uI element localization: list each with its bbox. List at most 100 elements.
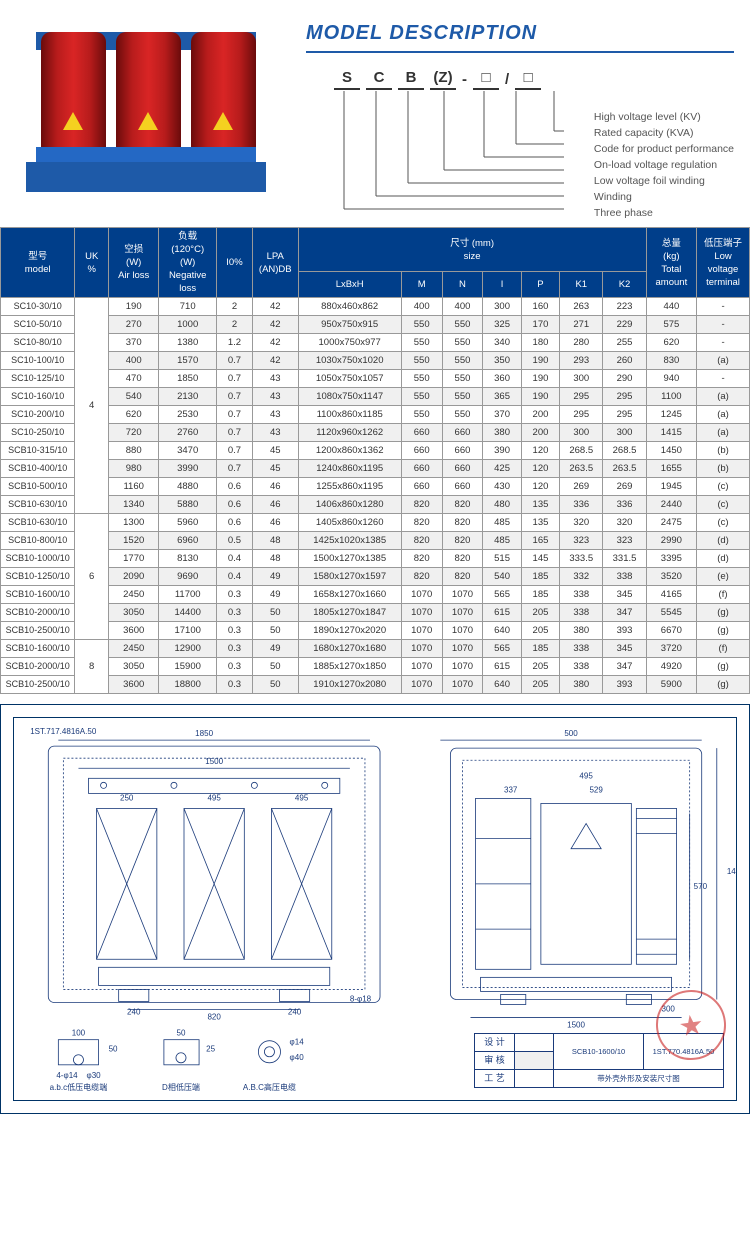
cell: (f) (697, 586, 750, 604)
cell: 2450 (109, 640, 159, 658)
cell: 1885x1270x1850 (298, 658, 401, 676)
cell: 338 (603, 568, 646, 586)
cell: 333.5 (560, 550, 603, 568)
cell: 720 (109, 424, 159, 442)
cell: 640 (483, 622, 521, 640)
cell: 620 (646, 334, 696, 352)
cell: 340 (483, 334, 521, 352)
column-header: 空损(W)Air loss (109, 228, 159, 298)
cell: 1770 (109, 550, 159, 568)
cell: 1160 (109, 478, 159, 496)
table-row: SCB10-500/10116048800.6461255x860x119566… (1, 478, 750, 496)
cell-model: SCB10-630/10 (1, 496, 75, 514)
cell: 880 (109, 442, 159, 460)
cell: 331.5 (603, 550, 646, 568)
cell: 1500x1270x1385 (298, 550, 401, 568)
cell: 1070 (401, 676, 442, 694)
column-subheader: I (483, 272, 521, 298)
column-header: 型号model (1, 228, 75, 298)
cell: 3600 (109, 622, 159, 640)
cell: 820 (401, 568, 442, 586)
cell: 0.7 (216, 388, 252, 406)
cell: 550 (442, 388, 483, 406)
table-row: SCB10-630/106130059600.6461405x860x12608… (1, 514, 750, 532)
cell: 42 (252, 298, 298, 316)
cell-uk: 6 (75, 514, 109, 640)
cell: 268.5 (560, 442, 603, 460)
cell-model: SC10-30/10 (1, 298, 75, 316)
cell: 1850 (159, 370, 217, 388)
cell: 980 (109, 460, 159, 478)
cell: 3050 (109, 658, 159, 676)
cell: 820 (442, 550, 483, 568)
cell: 271 (560, 316, 603, 334)
cell: 145 (521, 550, 559, 568)
cell: (c) (697, 514, 750, 532)
cell: 550 (401, 370, 442, 388)
cell: 550 (401, 352, 442, 370)
cell: 380 (560, 622, 603, 640)
cell: 3050 (109, 604, 159, 622)
cell: 0.7 (216, 424, 252, 442)
cell: 550 (442, 334, 483, 352)
cell: (b) (697, 442, 750, 460)
cell: 1945 (646, 478, 696, 496)
cell: 0.6 (216, 478, 252, 496)
cell: (a) (697, 388, 750, 406)
cell: 1425x1020x1385 (298, 532, 401, 550)
cell: 1240x860x1195 (298, 460, 401, 478)
cell: 120 (521, 442, 559, 460)
cell: 49 (252, 568, 298, 586)
cell: 336 (603, 496, 646, 514)
cell-model: SCB10-2000/10 (1, 658, 75, 676)
cell: 6670 (646, 622, 696, 640)
cell: 0.7 (216, 406, 252, 424)
table-row: SCB10-315/1088034700.7451200x860x1362660… (1, 442, 750, 460)
title-underline (306, 51, 734, 53)
cell: 43 (252, 370, 298, 388)
cell: 1520 (109, 532, 159, 550)
drawing-code: 1ST.717.4816A.50 (30, 727, 97, 736)
cell: 0.7 (216, 370, 252, 388)
cell: 393 (603, 622, 646, 640)
cell: 660 (401, 424, 442, 442)
cell: 332 (560, 568, 603, 586)
cell: 190 (521, 352, 559, 370)
cell: 820 (442, 496, 483, 514)
cell: 620 (109, 406, 159, 424)
code-part: □ (515, 69, 541, 90)
code-label: Code for product performance (594, 141, 734, 157)
svg-text:4-φ14: 4-φ14 (56, 1071, 78, 1080)
cell-model: SCB10-2500/10 (1, 622, 75, 640)
table-row: SC10-200/1062025300.7431100x860x11855505… (1, 406, 750, 424)
cell: 325 (483, 316, 521, 334)
cell: 575 (646, 316, 696, 334)
cell: 5880 (159, 496, 217, 514)
svg-text:φ40: φ40 (290, 1053, 305, 1062)
cell: (b) (697, 460, 750, 478)
cell: 550 (442, 352, 483, 370)
cell: 1655 (646, 460, 696, 478)
cell: 270 (109, 316, 159, 334)
cell: 0.3 (216, 586, 252, 604)
cell: (d) (697, 532, 750, 550)
cell: 45 (252, 442, 298, 460)
svg-text:529: 529 (589, 785, 603, 794)
cell: 50 (252, 676, 298, 694)
cell: 11700 (159, 586, 217, 604)
table-row: SCB10-800/10152069600.5481425x1020x13858… (1, 532, 750, 550)
cell: 1570 (159, 352, 217, 370)
cell: 1658x1270x1660 (298, 586, 401, 604)
column-header: 负载(120°C)(W)Negativeloss (159, 228, 217, 298)
cell: 2475 (646, 514, 696, 532)
cell: 48 (252, 550, 298, 568)
cell: 9690 (159, 568, 217, 586)
table-row: SCB10-2500/103600188000.3501910x1270x208… (1, 676, 750, 694)
cell: 205 (521, 622, 559, 640)
table-row: SCB10-1250/10209096900.4491580x1270x1597… (1, 568, 750, 586)
cell: 300 (603, 424, 646, 442)
code-part: (Z) (430, 69, 456, 90)
cell: 1100x860x1185 (298, 406, 401, 424)
cell-model: SCB10-1250/10 (1, 568, 75, 586)
cell: 255 (603, 334, 646, 352)
